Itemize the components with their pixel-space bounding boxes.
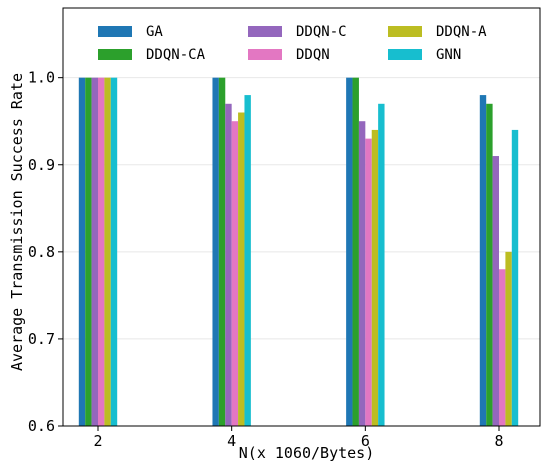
legend-swatch-ddqn-c	[248, 26, 282, 37]
legend-label-gnn: GNN	[436, 47, 461, 63]
x-tick-label: 8	[494, 432, 503, 450]
bar-ga-8	[479, 95, 487, 426]
legend-label-ddqn-c: DDQN-C	[296, 24, 347, 40]
legend-swatch-ddqn-ca	[98, 49, 132, 60]
bar-ddqn-ca-6	[352, 77, 359, 427]
grid-lines	[63, 77, 540, 427]
y-axis-label: Average Transmission Success Rate	[8, 73, 26, 371]
bar-ddqn-a-4	[238, 112, 245, 426]
bar-ga-6	[346, 77, 353, 427]
bar-ddqn-ca-2	[85, 77, 92, 427]
x-tick-label: 2	[93, 432, 102, 450]
bar-gnn-6	[378, 103, 385, 427]
bar-ddqn-c-8	[492, 156, 499, 426]
bar-ddqn-6	[365, 138, 372, 426]
legend: GA DDQN-CA DDQN-C DDQN DDQN-A GNN	[98, 24, 487, 63]
legend-label-ddqn-ca: DDQN-CA	[146, 47, 206, 63]
bar-ddqn-a-2	[104, 77, 111, 427]
legend-label-ddqn: DDQN	[296, 47, 330, 63]
bar-ddqn-ca-4	[218, 77, 226, 427]
bar-gnn-2	[110, 77, 118, 427]
bar-ddqn-ca-8	[486, 103, 493, 427]
legend-swatch-ddqn	[248, 49, 282, 60]
bar-ga-2	[78, 77, 86, 427]
bar-ddqn-c-6	[358, 121, 366, 426]
axis-ticks: 0.6 0.7 0.8 0.9 1.0 2 4 6 8	[28, 69, 504, 450]
y-tick-label: 0.8	[28, 243, 55, 261]
bar-ddqn-a-8	[505, 251, 512, 426]
bars	[78, 77, 519, 427]
bar-gnn-8	[511, 129, 519, 426]
bar-ddqn-c-4	[225, 103, 232, 427]
bar-ddqn-c-2	[91, 77, 98, 427]
x-tick-label: 6	[361, 432, 370, 450]
bar-ga-4	[212, 77, 219, 427]
y-tick-label: 0.6	[28, 417, 55, 435]
bar-ddqn-4	[231, 121, 239, 426]
y-tick-label: 1.0	[28, 69, 55, 87]
plot-frame	[62, 7, 541, 427]
x-axis-label: N(x 1060/Bytes)	[239, 444, 374, 462]
bar-ddqn-2	[98, 77, 105, 427]
bar-gnn-4	[244, 95, 251, 426]
bar-ddqn-8	[499, 269, 506, 426]
x-tick-label: 4	[227, 432, 236, 450]
y-tick-label: 0.9	[28, 156, 55, 174]
legend-label-ddqn-a: DDQN-A	[436, 24, 487, 40]
y-tick-label: 0.7	[28, 330, 55, 348]
legend-swatch-gnn	[388, 49, 422, 60]
legend-swatch-ddqn-a	[388, 26, 422, 37]
bar-ddqn-a-6	[371, 129, 379, 426]
legend-label-ga: GA	[146, 24, 163, 40]
legend-swatch-ga	[98, 26, 132, 37]
